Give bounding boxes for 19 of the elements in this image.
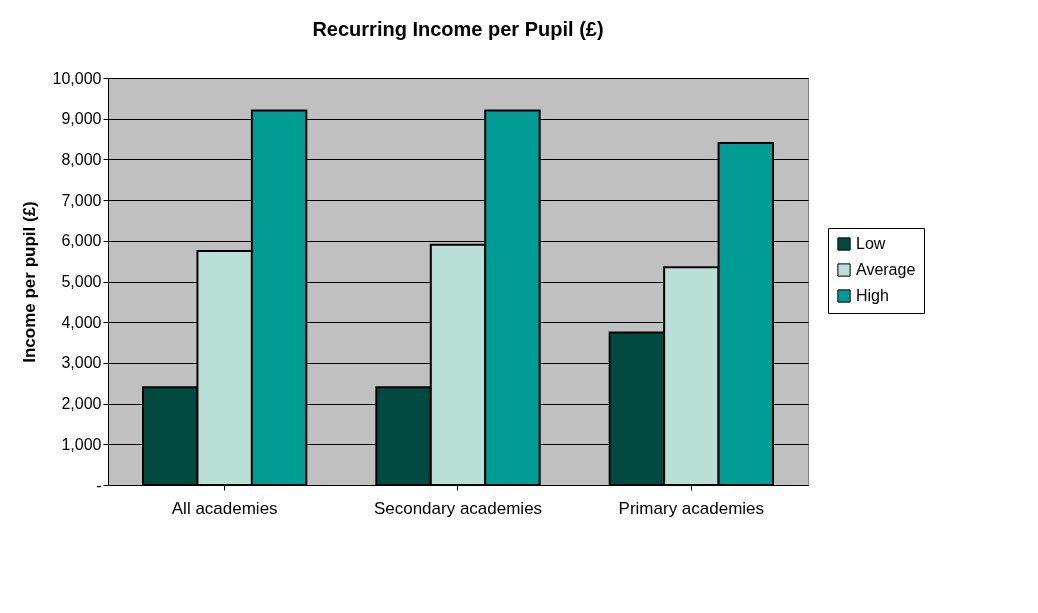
y-tick-label: 10,000 xyxy=(52,69,102,87)
y-tick-label: 7,000 xyxy=(61,191,102,209)
x-tick-label: All academies xyxy=(171,498,278,518)
x-tick-label: Primary academies xyxy=(618,498,765,518)
y-tick-label: 8,000 xyxy=(61,150,102,168)
y-tick-label: 9,000 xyxy=(61,110,102,128)
legend-label: Low xyxy=(856,235,886,252)
y-tick-label: 3,000 xyxy=(61,354,102,372)
y-tick-label: 1,000 xyxy=(61,435,102,453)
y-tick-label: 5,000 xyxy=(61,273,102,290)
legend-label: High xyxy=(856,287,889,304)
y-axis-title: Income per pupil (£) xyxy=(19,201,39,363)
y-tick-label: - xyxy=(96,476,102,494)
chart-title: Recurring Income per Pupil (£) xyxy=(312,18,604,40)
y-tick-label: 4,000 xyxy=(61,313,102,331)
y-tick-label: 6,000 xyxy=(61,232,102,250)
x-tick-label: Secondary academies xyxy=(373,498,543,518)
y-tick-label: 2,000 xyxy=(61,395,102,413)
legend-label: Average xyxy=(856,261,916,278)
